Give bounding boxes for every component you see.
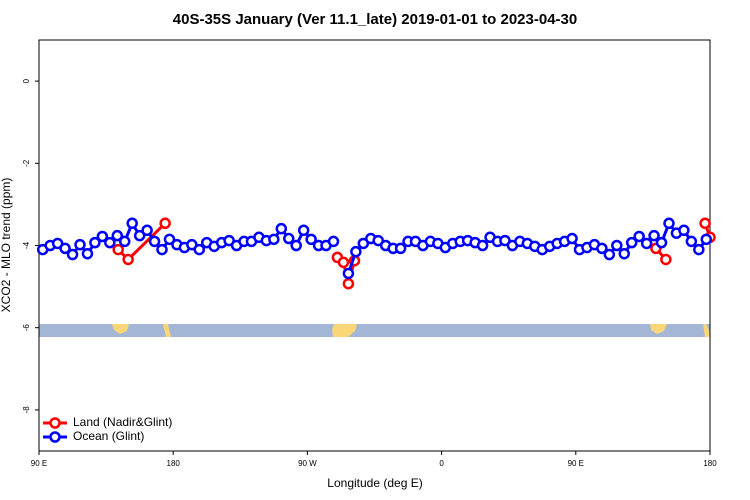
legend-marker [49, 417, 61, 429]
point [476, 239, 489, 252]
point [618, 247, 631, 260]
point [118, 235, 131, 248]
y-tick-label: -2 [22, 159, 31, 167]
point [633, 230, 645, 243]
ocean-band [39, 324, 710, 337]
point [159, 217, 171, 230]
point [337, 256, 350, 269]
x-tick-label: 90 E [568, 459, 584, 468]
point [111, 229, 124, 242]
point [104, 236, 116, 249]
point [700, 233, 713, 246]
point [603, 248, 616, 261]
point [685, 235, 698, 248]
x-tick-label: 90 W [298, 459, 317, 468]
point [81, 247, 94, 260]
point [678, 224, 690, 237]
point [148, 235, 161, 248]
y-tick-label: 0 [22, 78, 31, 83]
point [193, 243, 206, 256]
y-tick-label: -8 [22, 406, 31, 414]
point [699, 217, 711, 230]
point [133, 229, 146, 242]
chart-title: 40S-35S January (Ver 11.1_late) 2019-01-… [173, 11, 577, 28]
point [663, 217, 675, 230]
land-shape [703, 324, 710, 337]
legend-marker [49, 431, 61, 443]
land-shape [332, 324, 357, 337]
point [156, 243, 168, 256]
point [126, 217, 138, 230]
point [350, 245, 362, 258]
point [283, 232, 295, 245]
point [693, 243, 705, 256]
y-tick-label: -4 [22, 241, 31, 249]
legend-label: Land (Nadir&Glint) [73, 415, 172, 429]
x-tick-label: 90 E [31, 459, 47, 468]
point [122, 253, 134, 266]
point [112, 243, 124, 256]
point [655, 236, 668, 249]
point [566, 232, 578, 245]
point [305, 233, 317, 246]
point [141, 224, 153, 237]
plot-frame [38, 39, 711, 452]
point [66, 248, 79, 261]
x-tick-label: 180 [703, 459, 717, 468]
point [89, 236, 101, 249]
legend-label: Ocean (Glint) [73, 429, 144, 443]
point [275, 222, 288, 235]
point [327, 235, 340, 248]
point [660, 253, 672, 266]
point [74, 238, 86, 251]
point [596, 242, 608, 255]
land-strip [39, 324, 710, 337]
y-axis-label: XCO2 - MLO trend (ppm) [0, 178, 13, 313]
point [59, 242, 71, 255]
x-axis-label: Longitude (deg E) [327, 476, 422, 490]
point [96, 230, 109, 243]
y-tick-label: -6 [22, 324, 31, 332]
point [648, 229, 660, 242]
point [290, 239, 302, 252]
point [342, 277, 355, 290]
point [640, 237, 653, 250]
x-tick-label: 0 [439, 459, 444, 468]
land-shape [650, 324, 667, 334]
point [268, 233, 280, 246]
x-tick-label: 180 [167, 459, 181, 468]
point [297, 224, 310, 237]
point [394, 242, 407, 255]
land-shape [163, 324, 171, 337]
point [625, 236, 638, 249]
point [611, 239, 623, 252]
point [342, 267, 355, 280]
point [163, 233, 176, 246]
land-shape [112, 324, 129, 334]
